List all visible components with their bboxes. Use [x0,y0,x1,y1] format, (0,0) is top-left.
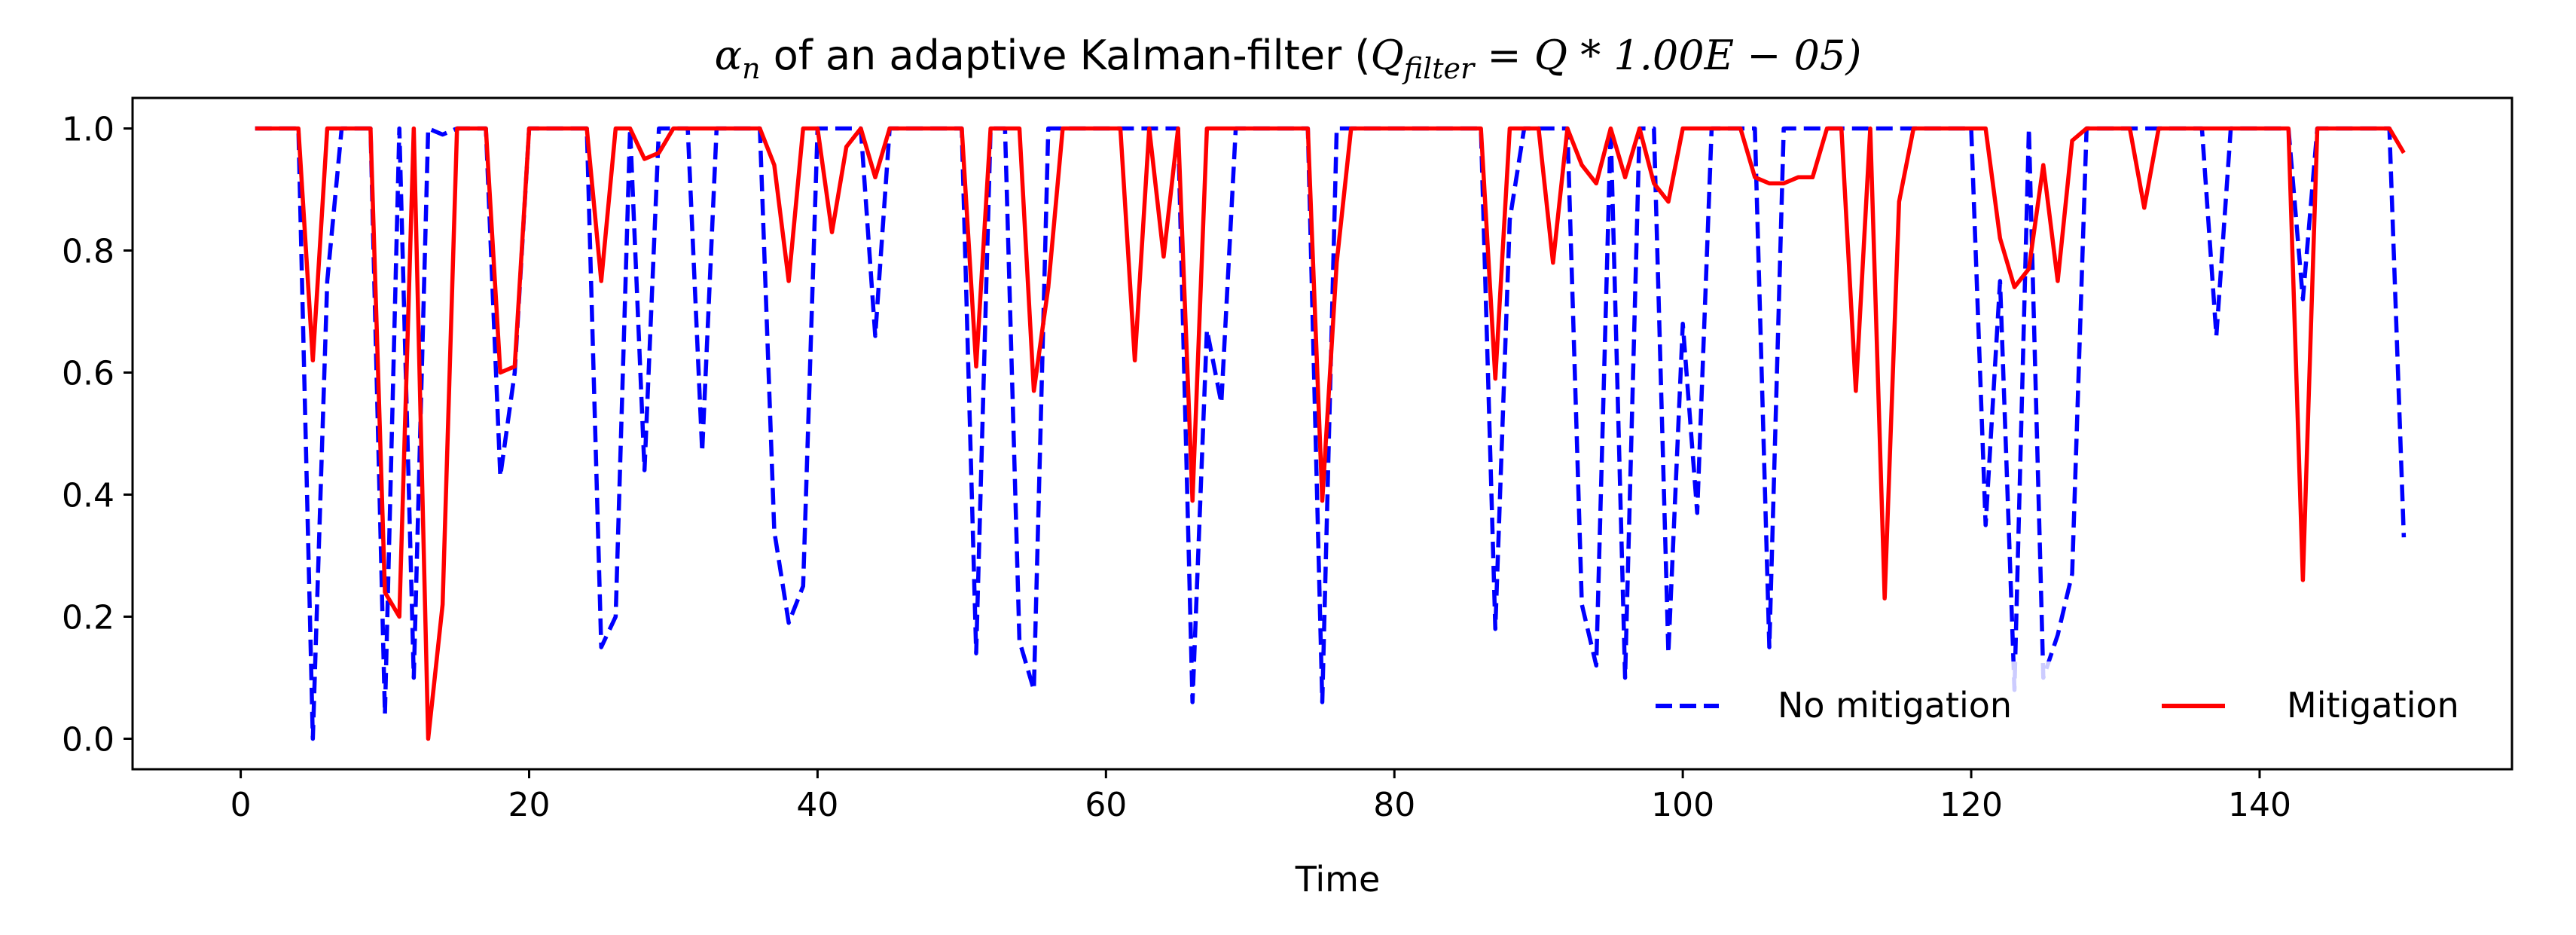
x-tick-label: 140 [2228,786,2291,824]
series-line-no-mitigation [255,126,2407,741]
y-tick-label: 0.8 [62,233,114,271]
x-tick-label: 120 [1940,786,2003,824]
x-tick-label: 60 [1085,786,1127,824]
y-tick-label: 0.0 [62,721,114,759]
y-tick-label: 0.2 [62,599,114,637]
x-tick-label: 0 [230,786,252,824]
x-tick-label: 40 [796,786,838,824]
y-tick-label: 0.4 [62,477,114,515]
x-tick-label: 80 [1373,786,1415,824]
x-tick-label: 20 [508,786,551,824]
chart-title: αn of an adaptive Kalman-filter (Qfilter… [715,32,1862,85]
series-line-mitigation [255,126,2406,741]
plot-area-frame [131,96,2513,771]
legend-box [1634,662,2501,744]
x-axis-label: Time [1295,859,1381,900]
y-axis: 0.0 0.2 0.4 0.6 0.8 1.0 [62,111,133,759]
y-tick-label: 1.0 [62,111,114,149]
legend-label-mitigation: Mitigation [2287,685,2459,726]
legend-label-no-mitigation: No mitigation [1778,685,2012,726]
legend: No mitigation Mitigation [1634,662,2501,744]
x-tick-label: 100 [1651,786,1714,824]
x-axis: 0 20 40 60 80 100 120 140 [230,769,2291,824]
y-tick-label: 0.6 [62,355,114,393]
